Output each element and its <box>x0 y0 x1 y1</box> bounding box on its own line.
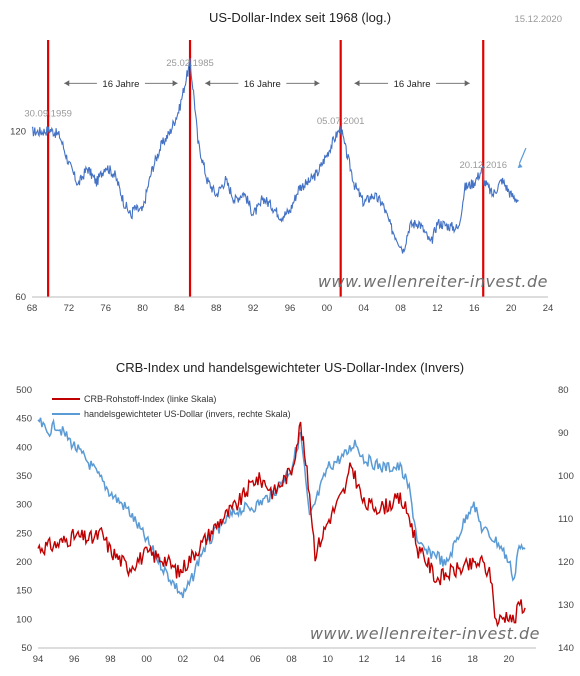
x-tick-label: 18 <box>467 654 478 665</box>
x-tick-label: 92 <box>248 303 259 314</box>
y-left-tick-label: 300 <box>16 500 32 511</box>
x-tick-label: 08 <box>286 654 297 665</box>
arrowhead-icon <box>205 80 211 87</box>
chart-date: 15.12.2020 <box>514 14 562 25</box>
y-right-tick-label: 130 <box>558 600 574 611</box>
arrowhead-icon <box>314 80 320 87</box>
date-annotation: 05.07.2001 <box>317 116 365 127</box>
span-label: 16 Jahre <box>394 79 431 90</box>
x-tick-label: 68 <box>27 303 38 314</box>
chart-title: CRB-Index und handelsgewichteter US-Doll… <box>116 360 464 375</box>
y-right-tick-label: 140 <box>558 643 574 654</box>
y-left-tick-label: 150 <box>16 586 32 597</box>
dollar-inverse-line <box>37 417 526 599</box>
x-tick-label: 80 <box>137 303 148 314</box>
x-tick-label: 72 <box>64 303 75 314</box>
date-annotation: 30.09.1959 <box>24 108 72 119</box>
x-tick-label: 08 <box>395 303 406 314</box>
y-left-tick-label: 250 <box>16 528 32 539</box>
x-tick-label: 04 <box>358 303 369 314</box>
crb-dollar-chart: CRB-Index und handelsgewichteter US-Doll… <box>16 360 574 665</box>
date-annotation: 20.12.2016 <box>459 160 507 171</box>
y-left-tick-label: 500 <box>16 385 32 396</box>
y-left-tick-label: 400 <box>16 442 32 453</box>
x-tick-label: 12 <box>432 303 443 314</box>
legend-label: CRB-Rohstoff-Index (linke Skala) <box>84 394 216 404</box>
y-right-tick-label: 80 <box>558 385 569 396</box>
legend-label: handelsgewichteter US-Dollar (invers, re… <box>84 409 291 419</box>
x-tick-label: 96 <box>285 303 296 314</box>
x-tick-label: 94 <box>33 654 44 665</box>
x-tick-label: 14 <box>395 654 406 665</box>
x-tick-label: 76 <box>100 303 111 314</box>
x-tick-label: 98 <box>105 654 116 665</box>
x-tick-label: 00 <box>141 654 152 665</box>
y-left-tick-label: 450 <box>16 414 32 425</box>
x-tick-label: 02 <box>178 654 189 665</box>
x-tick-label: 84 <box>174 303 185 314</box>
y-tick-label: 60 <box>15 292 26 303</box>
date-annotation: 25.02.1985 <box>166 58 214 69</box>
y-left-tick-label: 50 <box>21 643 32 654</box>
dollar-index-chart: US-Dollar-Index seit 1968 (log.) 15.12.2… <box>10 10 562 314</box>
arrowhead-icon <box>172 80 178 87</box>
x-tick-label: 06 <box>250 654 261 665</box>
y-right-tick-label: 110 <box>558 514 573 525</box>
y-left-tick-label: 350 <box>16 471 32 482</box>
chart-title: US-Dollar-Index seit 1968 (log.) <box>209 10 391 25</box>
x-tick-label: 96 <box>69 654 80 665</box>
span-label: 16 Jahre <box>244 79 281 90</box>
arrowhead-icon <box>517 163 523 169</box>
arrow-icon <box>518 147 527 164</box>
arrowhead-icon <box>464 80 470 87</box>
y-left-tick-label: 100 <box>16 614 32 625</box>
arrowhead-icon <box>64 80 70 87</box>
x-tick-label: 16 <box>431 654 442 665</box>
span-label: 16 Jahre <box>102 79 139 90</box>
crb-index-line <box>37 421 526 628</box>
y-tick-label: 120 <box>10 127 26 138</box>
x-tick-label: 00 <box>322 303 333 314</box>
x-tick-label: 20 <box>506 303 517 314</box>
watermark: www.wellenreiter-invest.de <box>310 624 540 643</box>
dollar-index-line <box>31 58 519 254</box>
x-tick-label: 04 <box>214 654 225 665</box>
x-tick-label: 20 <box>504 654 515 665</box>
x-tick-label: 88 <box>211 303 222 314</box>
y-right-tick-label: 90 <box>558 428 569 439</box>
x-tick-label: 10 <box>322 654 333 665</box>
y-right-tick-label: 100 <box>558 471 574 482</box>
y-left-tick-label: 200 <box>16 557 32 568</box>
y-right-tick-label: 120 <box>558 557 574 568</box>
x-tick-label: 24 <box>543 303 554 314</box>
x-tick-label: 12 <box>359 654 370 665</box>
watermark: www.wellenreiter-invest.de <box>318 272 548 291</box>
x-tick-label: 16 <box>469 303 480 314</box>
arrowhead-icon <box>354 80 360 87</box>
